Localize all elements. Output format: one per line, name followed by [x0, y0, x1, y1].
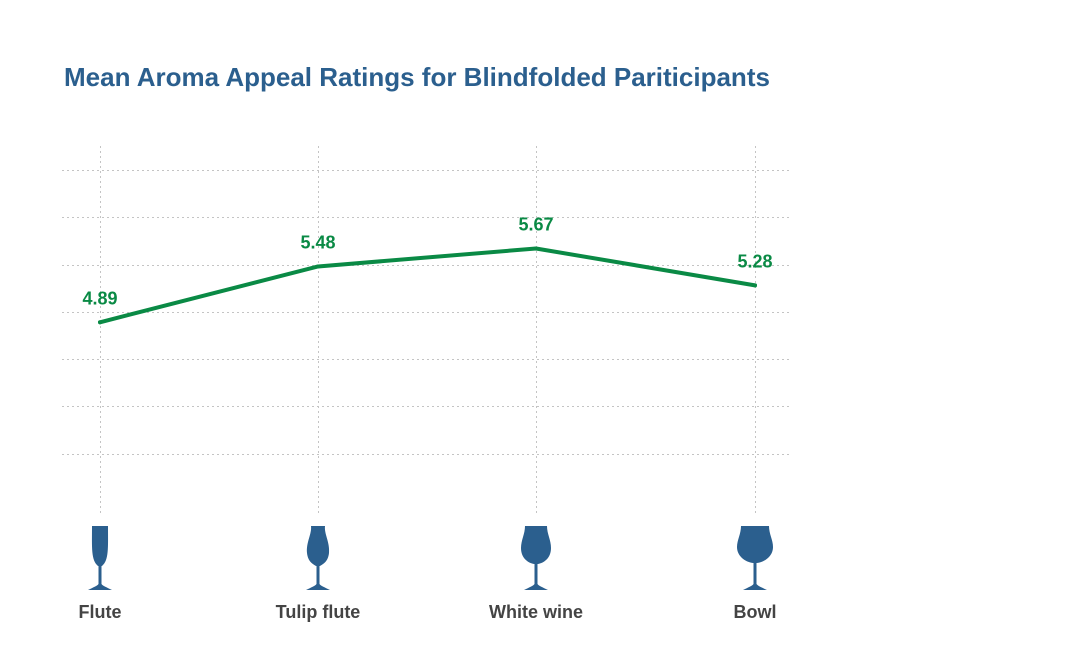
- vertical-gridlines: [100, 146, 756, 516]
- category-label: White wine: [489, 602, 583, 622]
- category-label: Flute: [79, 602, 122, 622]
- category-label: Tulip flute: [276, 602, 361, 622]
- data-label: 5.67: [518, 214, 553, 234]
- chart-title: Mean Aroma Appeal Ratings for Blindfolde…: [64, 62, 770, 92]
- category-label: Bowl: [734, 602, 777, 622]
- tulip-flute-glass-icon: [306, 526, 330, 590]
- data-label: 5.28: [737, 251, 772, 271]
- category-labels: Flute Tulip flute White wine Bowl: [79, 602, 777, 622]
- glass-icons: [88, 526, 773, 590]
- data-point-white-wine: [534, 246, 538, 251]
- series-group: [98, 246, 757, 325]
- data-point-flute: [98, 320, 102, 325]
- data-labels: 4.89 5.48 5.67 5.28: [82, 214, 772, 308]
- flute-glass-icon: [88, 526, 112, 590]
- bowl-glass-icon: [737, 526, 773, 590]
- data-label: 5.48: [300, 232, 335, 252]
- data-label: 4.89: [82, 288, 117, 308]
- white-wine-glass-icon: [521, 526, 551, 590]
- data-point-bowl: [753, 283, 757, 288]
- series-line: [98, 246, 757, 325]
- horizontal-gridlines: [62, 170, 792, 455]
- data-point-tulip-flute: [316, 264, 320, 269]
